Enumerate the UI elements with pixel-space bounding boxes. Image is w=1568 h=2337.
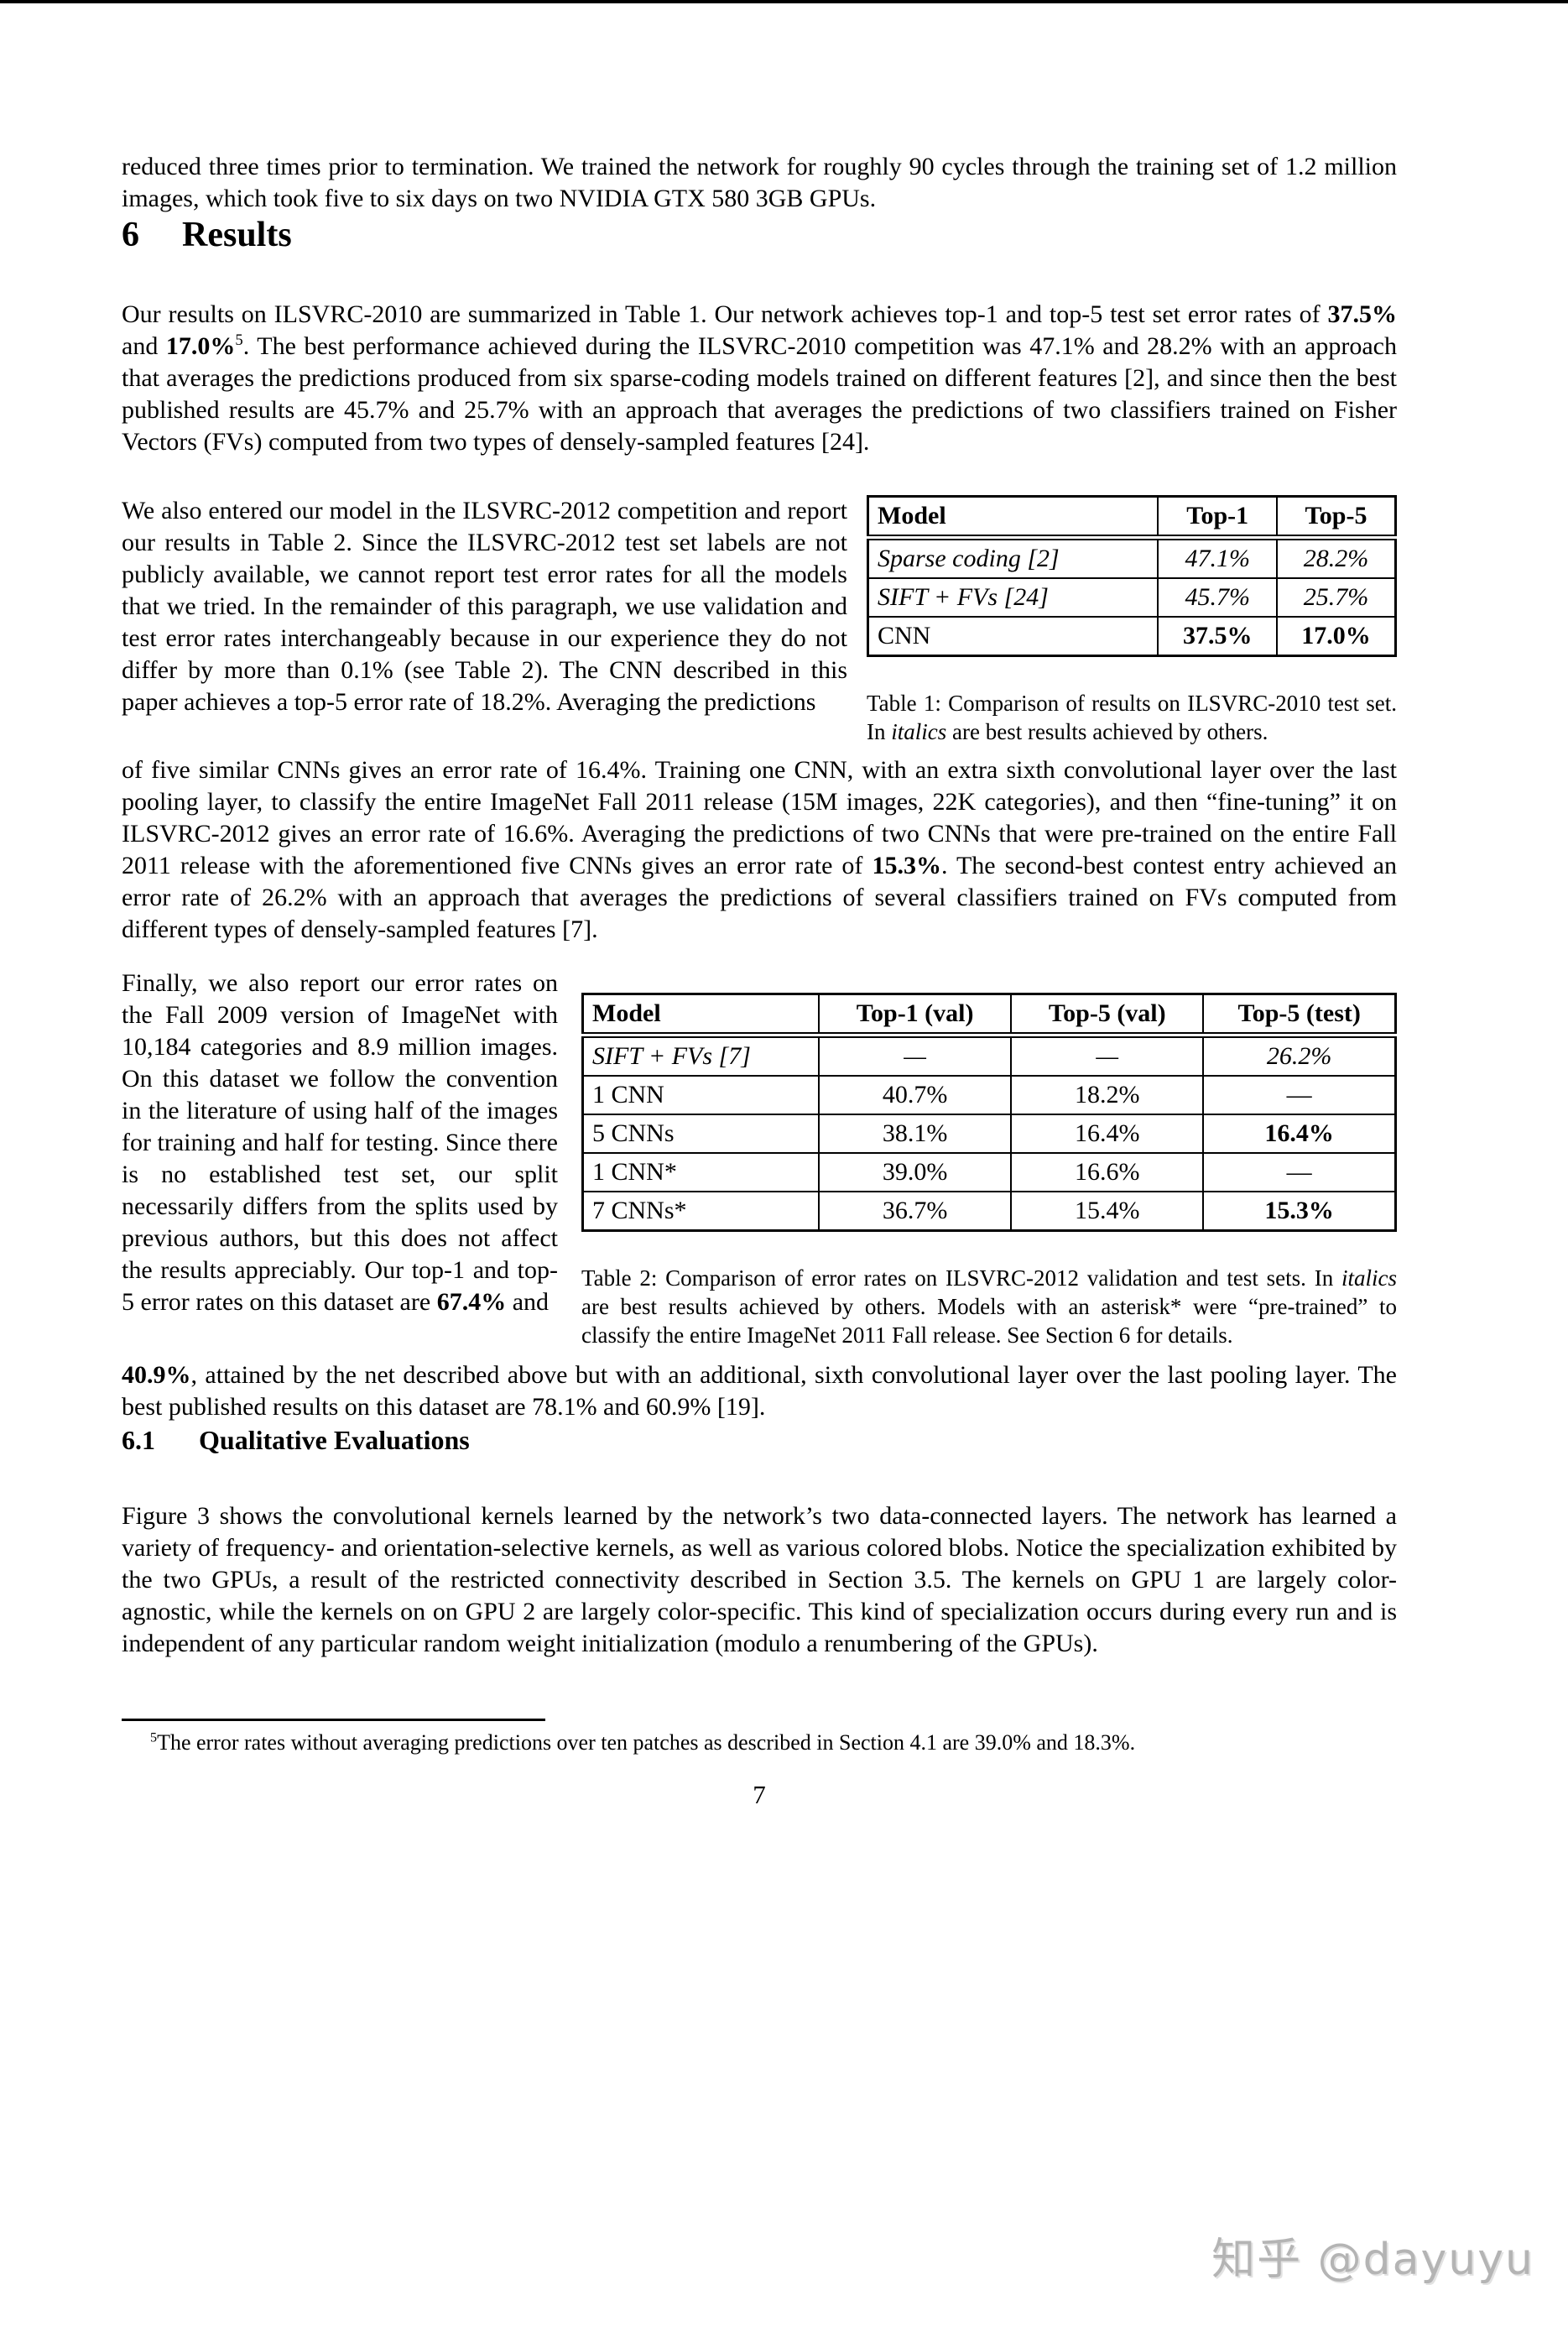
text-run: and	[122, 332, 166, 360]
cell-model: CNN	[867, 616, 1159, 657]
table-1-header: Model Top-1 Top-5	[867, 495, 1397, 540]
cell-top1-val: 36.7%	[818, 1191, 1013, 1232]
cell-top1-val: —	[818, 1034, 1013, 1077]
cell-model: 5 CNNs	[581, 1114, 820, 1154]
table-1-col-top1: Top-1	[1157, 495, 1278, 540]
caption-label: Table 1:	[867, 691, 949, 716]
table-row: Sparse coding [2] 47.1% 28.2%	[867, 536, 1397, 579]
table-2-col-top1-val: Top-1 (val)	[818, 993, 1013, 1038]
caption-text: are best results achieved by others.	[946, 719, 1268, 744]
caption-text: Comparison of results on ILSVRC-2010 tes…	[867, 691, 1397, 744]
table-2-block: Model Top-1 (val) Top-5 (val) Top-5 (tes…	[581, 968, 1397, 1349]
cell-model: SIFT + FVs [7]	[581, 1034, 820, 1077]
section-heading-results: 6 Results	[122, 215, 1397, 255]
bold-ensemble-rate: 15.3%	[872, 852, 941, 879]
paragraph-fall2009-continued: 40.9%, attained by the net described abo…	[122, 1359, 1397, 1423]
table-1-block: Model Top-1 Top-5 Sparse coding [2] 47.1…	[867, 495, 1397, 746]
cell-top5-test: 26.2%	[1202, 1034, 1397, 1077]
text-run: Finally, we also report our error rates …	[122, 969, 558, 1316]
table-2-caption: Table 2: Comparison of error rates on IL…	[581, 1264, 1397, 1349]
table-row: SIFT + FVs [24] 45.7% 25.7%	[867, 577, 1397, 618]
bold-top5-rate: 40.9%	[122, 1361, 191, 1389]
text-run: . The second-best contest entry achieved…	[122, 852, 1397, 943]
caption-italic: italics	[1341, 1265, 1397, 1291]
caption-text: are best results achieved by others. Mod…	[581, 1294, 1397, 1348]
cell-top1: 37.5%	[1157, 616, 1278, 657]
cell-model: 7 CNNs*	[581, 1191, 820, 1232]
paragraph-ilsvrc2010-results: Our results on ILSVRC-2010 are summarize…	[122, 299, 1397, 458]
cell-top1-val: 38.1%	[818, 1114, 1013, 1154]
watermark: 知乎 @dayuyu	[1211, 2235, 1534, 2285]
section-heading-qualitative: 6.1 Qualitative Evaluations	[122, 1423, 1397, 1457]
cell-top5-test: —	[1202, 1152, 1397, 1192]
table-row: 5 CNNs 38.1% 16.4% 16.4%	[581, 1114, 1397, 1154]
two-column-block-ilsvrc2012: We also entered our model in the ILSVRC-…	[122, 495, 1397, 746]
cell-top5: 28.2%	[1275, 536, 1397, 579]
text-run: and	[506, 1288, 550, 1316]
section-number: 6.1	[122, 1425, 155, 1455]
table-row: CNN 37.5% 17.0%	[867, 616, 1397, 657]
section-number: 6	[122, 216, 139, 254]
cell-top5-val: 15.4%	[1010, 1191, 1205, 1232]
table-row: 1 CNN 40.7% 18.2% —	[581, 1075, 1397, 1115]
table-row: SIFT + FVs [7] — — 26.2%	[581, 1034, 1397, 1077]
table-2-col-top5-val: Top-5 (val)	[1010, 993, 1205, 1038]
bold-top5-rate: 17.0%	[165, 332, 236, 360]
cell-model: 1 CNN	[581, 1075, 820, 1115]
caption-text: Comparison of error rates on ILSVRC-2012…	[665, 1265, 1341, 1291]
cell-top5-test: 15.3%	[1202, 1191, 1397, 1232]
cell-top5-val: 16.6%	[1010, 1152, 1205, 1192]
page-content: reduced three times prior to termination…	[0, 151, 1568, 1810]
cell-top1: 45.7%	[1157, 577, 1278, 618]
bold-top1-rate: 37.5%	[1327, 300, 1398, 328]
table-2-header: Model Top-1 (val) Top-5 (val) Top-5 (tes…	[581, 993, 1397, 1038]
cell-model: 1 CNN*	[581, 1152, 820, 1192]
paragraph-fall2009-left: Finally, we also report our error rates …	[122, 968, 558, 1349]
two-column-block-fall2009: Finally, we also report our error rates …	[122, 968, 1397, 1349]
bold-top1-rate: 67.4%	[436, 1288, 507, 1316]
paragraph-training: reduced three times prior to termination…	[122, 153, 1397, 212]
page-top-border	[0, 0, 1568, 3]
table-2-col-model: Model	[581, 993, 820, 1038]
paragraph-ilsvrc2012-continued: of five similar CNNs gives an error rate…	[122, 754, 1397, 946]
cell-top5: 17.0%	[1275, 616, 1397, 657]
cell-top5-val: 16.4%	[1010, 1114, 1205, 1154]
cell-top5-test: —	[1202, 1075, 1397, 1115]
section-title: Qualitative Evaluations	[199, 1425, 470, 1455]
table-row: 7 CNNs* 36.7% 15.4% 15.3%	[581, 1191, 1397, 1232]
cell-model: SIFT + FVs [24]	[867, 577, 1159, 618]
paragraph-ilsvrc2012-left: We also entered our model in the ILSVRC-…	[122, 497, 847, 716]
table-2: Model Top-1 (val) Top-5 (val) Top-5 (tes…	[581, 993, 1397, 1232]
cell-top1-val: 40.7%	[818, 1075, 1013, 1115]
section-title: Results	[182, 216, 292, 254]
cell-top5-val: 18.2%	[1010, 1075, 1205, 1115]
cell-top5-test: 16.4%	[1202, 1114, 1397, 1154]
caption-label: Table 2:	[581, 1265, 666, 1291]
table-2-col-top5-test: Top-5 (test)	[1202, 993, 1397, 1038]
table-1-col-model: Model	[867, 495, 1159, 540]
text-run: of five similar CNNs gives an error rate…	[122, 756, 1397, 879]
table-1-col-top5: Top-5	[1275, 495, 1397, 540]
cell-top5-val: —	[1010, 1034, 1205, 1077]
footnote-marker-ref: 5	[235, 331, 243, 349]
cell-top1-val: 39.0%	[818, 1152, 1013, 1192]
table-row: 1 CNN* 39.0% 16.6% —	[581, 1152, 1397, 1192]
paragraph-qualitative: Figure 3 shows the convolutional kernels…	[122, 1502, 1397, 1657]
caption-italic: italics	[891, 719, 947, 744]
footnote-marker: 5	[150, 1730, 158, 1745]
text-run: Our results on ILSVRC-2010 are summarize…	[122, 300, 1328, 328]
footnote-text: The error rates without averaging predic…	[157, 1730, 1136, 1755]
page-number: 7	[753, 1780, 766, 1809]
footnote-rule	[122, 1719, 545, 1721]
text-run: , attained by the net described above bu…	[122, 1361, 1397, 1421]
table-1: Model Top-1 Top-5 Sparse coding [2] 47.1…	[867, 495, 1397, 657]
text-run: . The best performance achieved during t…	[122, 332, 1397, 456]
table-1-caption: Table 1: Comparison of results on ILSVRC…	[867, 689, 1397, 746]
cell-top5: 25.7%	[1275, 577, 1397, 618]
cell-top1: 47.1%	[1157, 536, 1278, 579]
cell-model: Sparse coding [2]	[867, 536, 1159, 579]
footnote: 5The error rates without averaging predi…	[122, 1728, 1397, 1758]
